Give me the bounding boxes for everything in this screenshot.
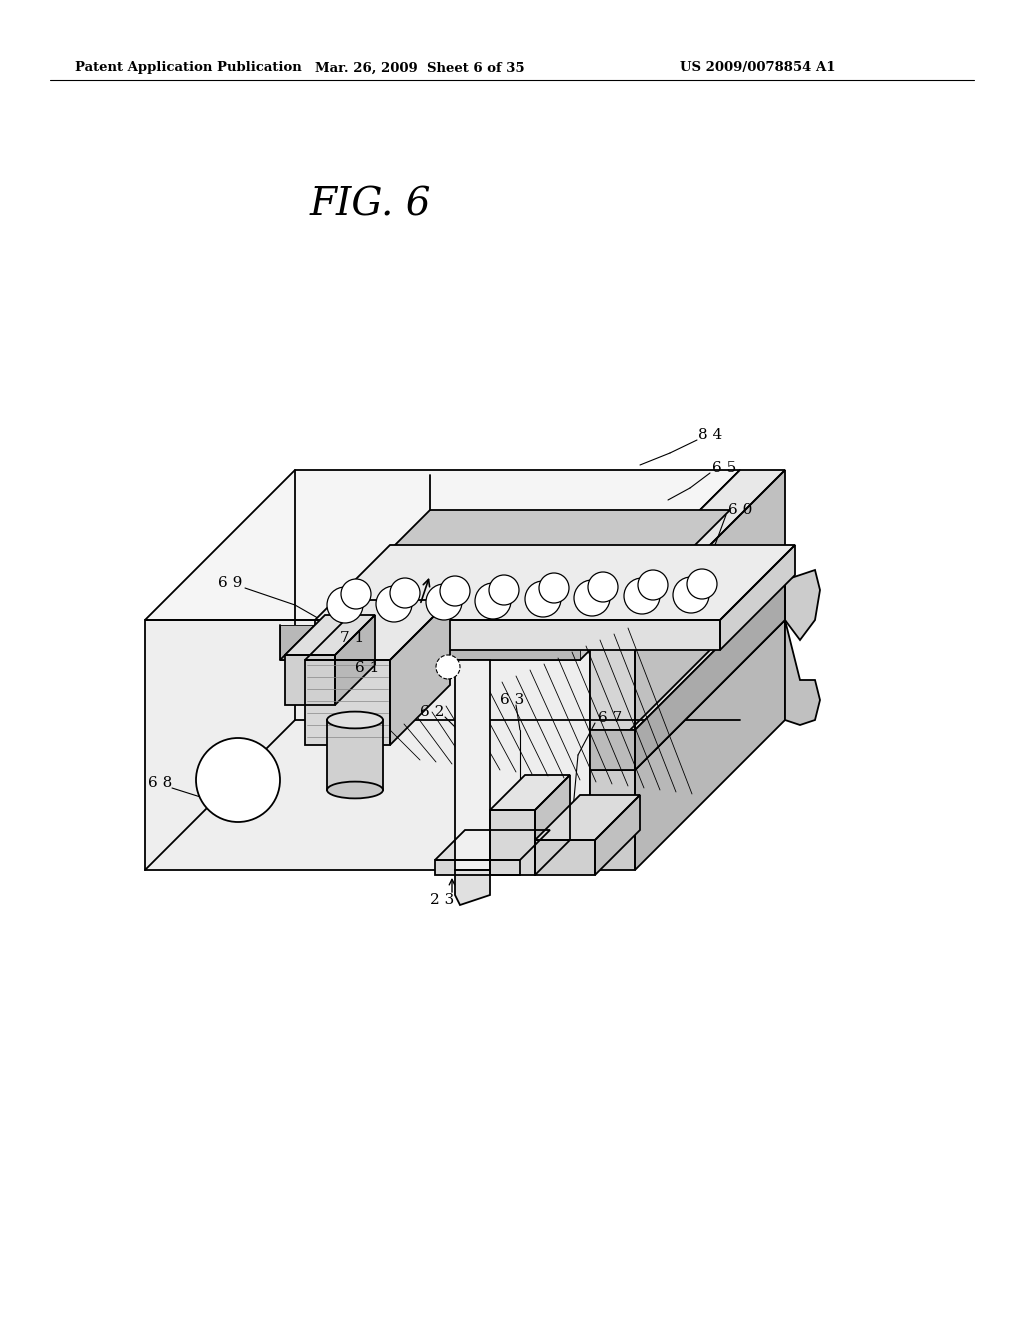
- Circle shape: [624, 578, 660, 614]
- Polygon shape: [535, 775, 570, 875]
- Circle shape: [327, 587, 362, 623]
- Polygon shape: [280, 510, 730, 660]
- Polygon shape: [590, 770, 635, 870]
- Text: 6 1: 6 1: [355, 661, 379, 675]
- Text: 6 0: 6 0: [728, 503, 753, 517]
- Polygon shape: [315, 545, 795, 620]
- Polygon shape: [590, 470, 740, 870]
- Circle shape: [341, 579, 371, 609]
- Polygon shape: [535, 840, 595, 875]
- Polygon shape: [285, 615, 375, 655]
- Polygon shape: [595, 795, 640, 875]
- Polygon shape: [590, 730, 635, 770]
- Circle shape: [638, 570, 668, 601]
- Polygon shape: [305, 601, 450, 660]
- Circle shape: [440, 576, 470, 606]
- Polygon shape: [145, 620, 590, 870]
- Text: 6 3: 6 3: [500, 693, 524, 708]
- Text: Patent Application Publication: Patent Application Publication: [75, 62, 302, 74]
- Text: US 2009/0078854 A1: US 2009/0078854 A1: [680, 62, 836, 74]
- Polygon shape: [315, 620, 720, 649]
- Circle shape: [475, 583, 511, 619]
- Polygon shape: [635, 620, 785, 870]
- Polygon shape: [720, 545, 795, 649]
- Polygon shape: [390, 601, 450, 744]
- Ellipse shape: [327, 781, 383, 799]
- Circle shape: [426, 583, 462, 620]
- Circle shape: [196, 738, 280, 822]
- Polygon shape: [435, 830, 550, 861]
- Text: FIG. 6: FIG. 6: [310, 186, 431, 223]
- Text: Mar. 26, 2009  Sheet 6 of 35: Mar. 26, 2009 Sheet 6 of 35: [315, 62, 525, 74]
- Circle shape: [574, 579, 610, 616]
- Polygon shape: [785, 620, 820, 725]
- Polygon shape: [635, 470, 785, 730]
- Polygon shape: [145, 470, 740, 620]
- Circle shape: [588, 572, 618, 602]
- Polygon shape: [635, 579, 785, 770]
- Text: 6 5: 6 5: [712, 461, 736, 475]
- Polygon shape: [785, 570, 820, 640]
- Polygon shape: [455, 660, 490, 870]
- Circle shape: [376, 586, 412, 622]
- Circle shape: [436, 655, 460, 678]
- Circle shape: [673, 577, 709, 612]
- Ellipse shape: [327, 711, 383, 729]
- Polygon shape: [490, 775, 570, 810]
- Circle shape: [687, 569, 717, 599]
- Polygon shape: [490, 810, 535, 875]
- Text: 6 2: 6 2: [420, 705, 444, 719]
- Polygon shape: [455, 870, 490, 906]
- Text: 6 7: 6 7: [598, 711, 623, 725]
- Text: 8 4: 8 4: [698, 428, 722, 442]
- Circle shape: [539, 573, 569, 603]
- Polygon shape: [335, 615, 375, 705]
- Circle shape: [489, 576, 519, 605]
- Text: 6 8: 6 8: [148, 776, 172, 789]
- Text: 7 1: 7 1: [340, 631, 365, 645]
- Polygon shape: [535, 795, 640, 840]
- Polygon shape: [435, 861, 520, 875]
- Polygon shape: [305, 660, 390, 744]
- Polygon shape: [590, 620, 785, 770]
- Polygon shape: [590, 620, 635, 730]
- Text: 2 3: 2 3: [430, 894, 454, 907]
- Polygon shape: [280, 624, 580, 660]
- Polygon shape: [590, 470, 785, 620]
- Polygon shape: [327, 719, 383, 789]
- Text: 6 9: 6 9: [218, 576, 243, 590]
- Polygon shape: [285, 655, 335, 705]
- Circle shape: [525, 581, 561, 616]
- Circle shape: [390, 578, 420, 609]
